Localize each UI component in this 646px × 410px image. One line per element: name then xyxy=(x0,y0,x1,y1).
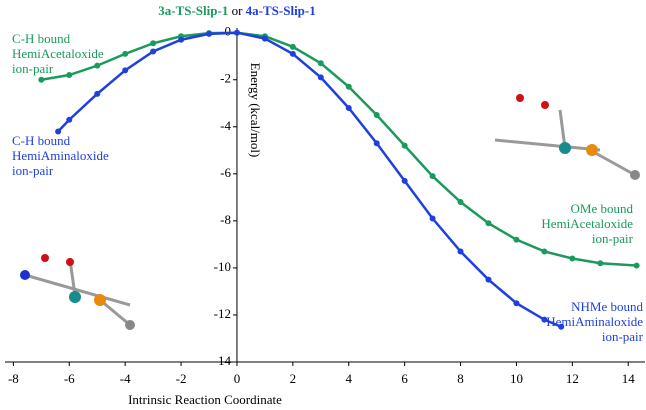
x-tick-label: -2 xyxy=(176,371,187,386)
annotation: ion-pair xyxy=(592,231,634,246)
y-tick-label: 0 xyxy=(224,24,231,39)
data-point xyxy=(150,48,157,55)
data-point xyxy=(429,215,436,222)
data-point xyxy=(373,112,380,119)
annotation: HemiAminaloxide xyxy=(12,148,109,163)
title-part: 4a-TS-Slip-1 xyxy=(246,3,316,18)
x-tick-label: 4 xyxy=(346,371,353,386)
data-point xyxy=(261,35,268,42)
annotation: HemiAminaloxide xyxy=(546,314,643,329)
x-tick-label: -6 xyxy=(64,371,75,386)
y-tick-label: -4 xyxy=(220,118,231,133)
title-part: or xyxy=(228,3,245,18)
annotation: C-H bound xyxy=(12,133,71,148)
data-point xyxy=(513,300,520,307)
x-tick-label: 2 xyxy=(290,371,297,386)
y-axis-label: Energy (kcal/mol) xyxy=(248,63,263,158)
x-tick-label: 12 xyxy=(566,371,579,386)
data-point xyxy=(401,177,408,184)
data-point xyxy=(401,142,408,149)
data-point xyxy=(569,255,576,262)
data-point xyxy=(38,76,45,83)
data-point xyxy=(633,262,640,269)
series-line xyxy=(41,31,637,267)
x-axis-label: Intrinsic Reaction Coordinate xyxy=(128,392,282,407)
data-point xyxy=(541,316,548,323)
y-tick-label: -6 xyxy=(220,165,231,180)
x-tick-label: -8 xyxy=(8,371,19,386)
data-point xyxy=(66,72,73,79)
y-tick-label: -10 xyxy=(214,259,231,274)
data-point xyxy=(289,50,296,57)
data-point xyxy=(485,220,492,227)
data-point xyxy=(345,83,352,90)
x-tick-label: 10 xyxy=(510,371,523,386)
data-point xyxy=(485,276,492,283)
y-tick-label: -8 xyxy=(220,212,231,227)
data-point xyxy=(66,116,73,123)
title-part: 3a-TS-Slip-1 xyxy=(158,3,228,18)
series-line xyxy=(57,31,562,328)
annotation: NHMe bound xyxy=(571,299,643,314)
data-point xyxy=(317,60,324,67)
molecule-left xyxy=(20,254,135,330)
annotation: OMe bound xyxy=(571,201,634,216)
annotation: HemiAcetaloxide xyxy=(541,216,633,231)
data-point xyxy=(233,29,240,36)
data-point xyxy=(206,30,213,37)
y-tick-label: -12 xyxy=(214,306,231,321)
x-tick-label: 8 xyxy=(457,371,464,386)
x-tick-label: 0 xyxy=(234,371,241,386)
annotation: C-H bound xyxy=(12,31,71,46)
y-tick-label: -14 xyxy=(214,353,232,368)
data-point xyxy=(150,40,157,47)
data-point xyxy=(94,90,101,97)
data-point xyxy=(317,74,324,81)
data-point xyxy=(457,199,464,206)
data-point xyxy=(457,248,464,255)
data-point xyxy=(55,128,62,135)
annotation: ion-pair xyxy=(602,329,644,344)
data-point xyxy=(541,248,548,255)
molecule-right xyxy=(494,94,640,180)
data-point xyxy=(122,67,129,74)
annotation: HemiAcetaloxide xyxy=(12,46,104,61)
data-point xyxy=(513,236,520,243)
data-point xyxy=(429,173,436,180)
chart-title: 3a-TS-Slip-1 or 4a-TS-Slip-1 xyxy=(158,3,316,18)
data-point xyxy=(94,62,101,69)
data-point xyxy=(289,43,296,50)
x-tick-label: -4 xyxy=(120,371,131,386)
x-tick-label: 6 xyxy=(401,371,408,386)
data-point xyxy=(122,50,129,57)
y-tick-label: -2 xyxy=(220,71,231,86)
data-point xyxy=(597,260,604,267)
data-point xyxy=(373,140,380,147)
data-point xyxy=(558,323,565,330)
x-tick-label: 14 xyxy=(622,371,636,386)
annotation: ion-pair xyxy=(12,163,54,178)
data-point xyxy=(178,36,185,43)
data-point xyxy=(345,104,352,111)
annotation: ion-pair xyxy=(12,61,54,76)
